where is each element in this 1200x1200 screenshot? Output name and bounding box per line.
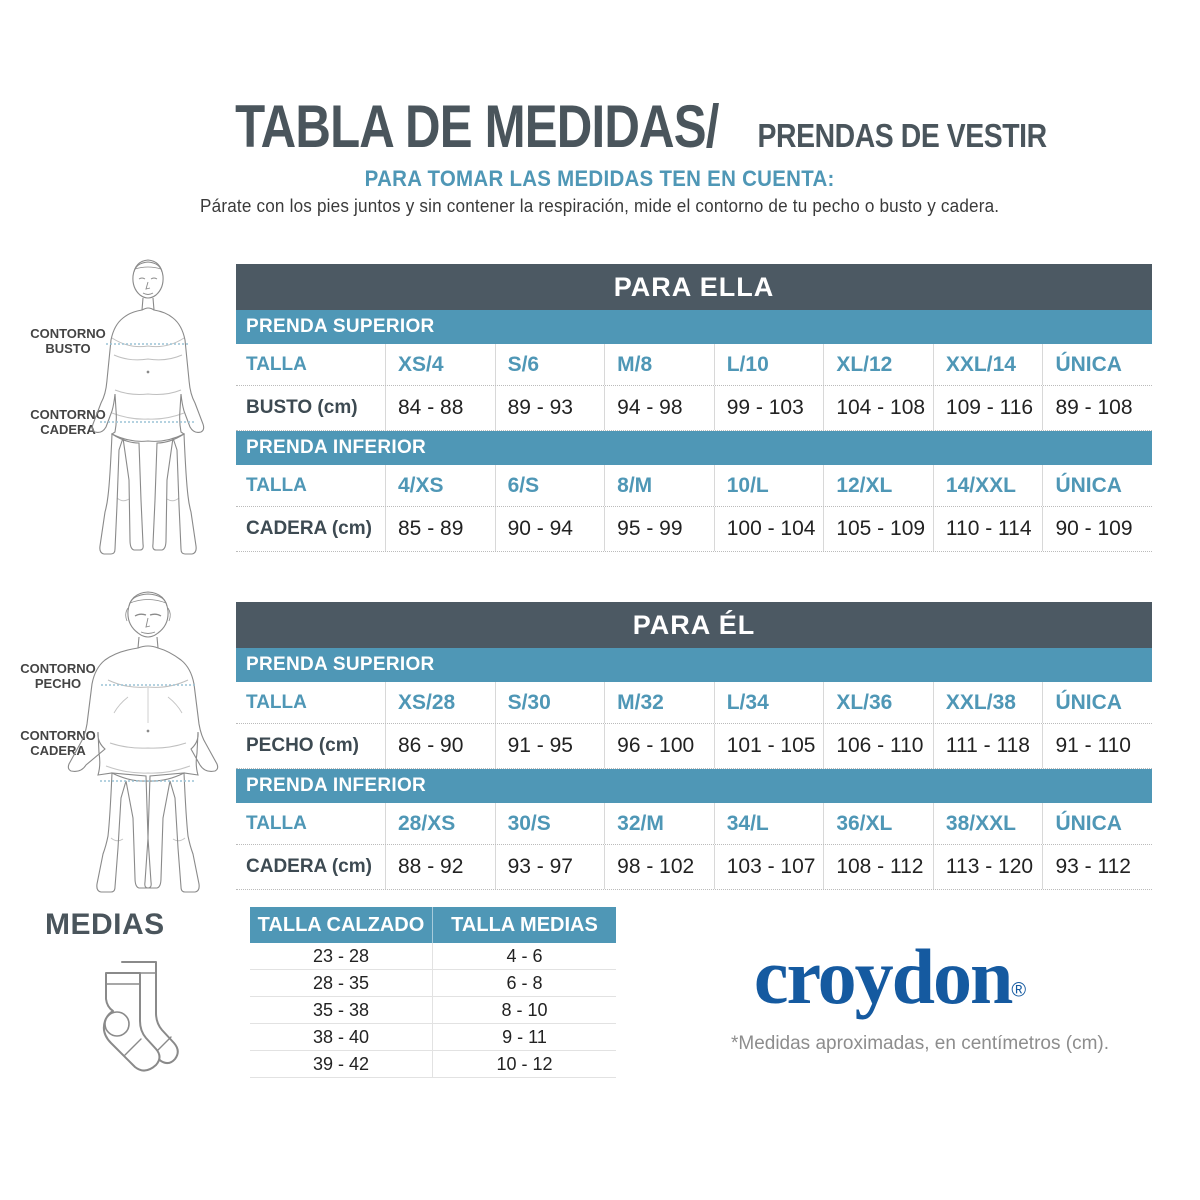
svg-text:BUSTO: BUSTO xyxy=(45,341,90,356)
svg-text:CONTORNO: CONTORNO xyxy=(20,661,96,676)
svg-text:CONTORNO: CONTORNO xyxy=(30,326,106,341)
svg-text:PECHO: PECHO xyxy=(35,676,81,691)
svg-text:CADERA: CADERA xyxy=(30,743,86,758)
svg-text:CADERA: CADERA xyxy=(40,422,96,437)
